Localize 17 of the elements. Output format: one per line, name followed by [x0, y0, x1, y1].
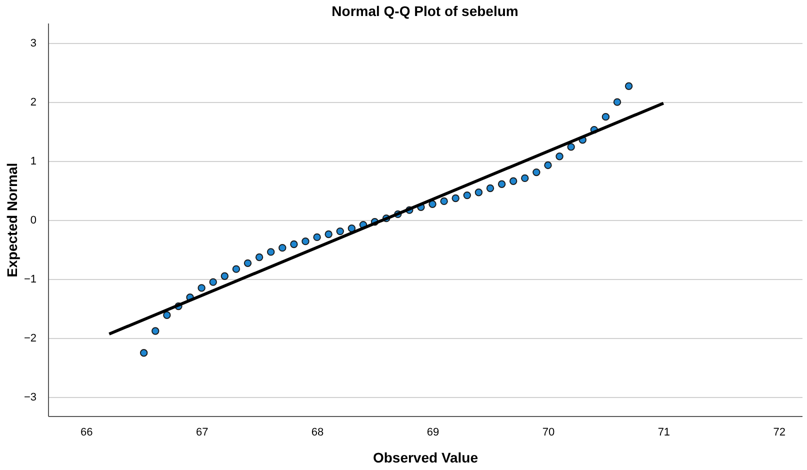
- x-tick-label: 70: [542, 426, 555, 438]
- y-tick-label: 0: [30, 214, 36, 227]
- x-tick-label: 68: [311, 426, 324, 438]
- x-tick-label: 72: [773, 426, 786, 438]
- x-tick-label: 67: [196, 426, 208, 438]
- y-tick-label: 1: [30, 156, 36, 168]
- y-tick-label: 3: [30, 38, 36, 50]
- y-tick-label: −3: [24, 392, 36, 404]
- x-tick-label: 69: [426, 426, 440, 438]
- x-axis-title: Observed Value: [372, 450, 478, 466]
- y-tick-label: −1: [24, 274, 36, 286]
- y-tick-label: 2: [30, 96, 36, 109]
- y-tick-label: −2: [24, 332, 36, 345]
- chart-title: Normal Q-Q Plot of sebelum: [332, 3, 518, 19]
- x-tick-label: 66: [80, 426, 93, 438]
- y-axis-title: Expected Normal: [4, 162, 20, 278]
- x-tick-label: 71: [658, 426, 670, 438]
